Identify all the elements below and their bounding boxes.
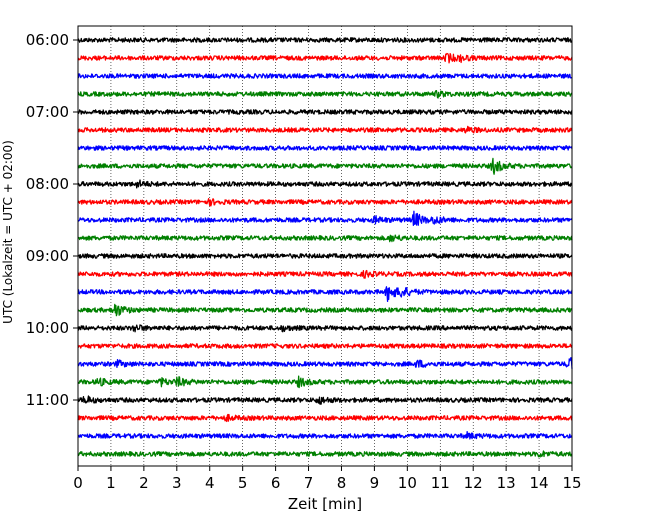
trace-0945 [77,303,573,317]
x-axis-label: Zeit [min] [288,495,362,513]
trace-0615 [77,52,573,64]
trace-0845 [77,234,573,243]
x-tick-label: 13 [497,474,516,492]
trace-0930 [77,286,573,303]
x-tick-label: 0 [73,474,83,492]
x-tick-label: 6 [271,474,281,492]
trace-1000 [77,324,573,333]
y-axis-ticks: 06:00 07:00 08:00 09:00 10:00 11:00 [26,31,78,409]
y-tick-label: 11:00 [26,391,69,409]
y-tick-label: 09:00 [26,247,69,265]
trace-1145 [77,450,573,458]
x-tick-label: 14 [530,474,549,492]
x-tick-label: 5 [238,474,248,492]
trace-1015 [77,343,573,349]
trace-1130 [77,430,573,440]
y-tick-label: 08:00 [26,175,69,193]
trace-0645 [77,89,573,99]
trace-group [77,37,573,458]
trace-0915 [77,269,573,279]
trace-0900 [77,253,573,259]
y-tick-label: 06:00 [26,31,69,49]
vertical-grid [110,26,540,466]
x-tick-label: 9 [370,474,380,492]
trace-0730 [77,145,573,151]
trace-1115 [77,413,573,423]
x-tick-label: 1 [106,474,116,492]
trace-0700 [77,109,573,115]
y-tick-label: 10:00 [26,319,69,337]
y-tick-label: 07:00 [26,103,69,121]
x-tick-label: 15 [562,474,581,492]
x-tick-label: 3 [172,474,182,492]
trace-1100 [77,395,573,405]
x-axis-ticks: 0 1 2 3 4 5 6 7 8 9 10 11 12 13 14 15 [73,466,582,492]
trace-0815 [77,198,573,207]
trace-0745 [77,157,573,175]
plot-frame [77,25,573,467]
x-tick-label: 12 [464,474,483,492]
trace-0630 [77,73,573,79]
x-tick-label: 10 [398,474,417,492]
y-axis-label: UTC (Lokalzeit = UTC + 02:00) [1,140,15,324]
trace-1030 [77,357,573,369]
trace-1045 [77,375,573,389]
x-tick-label: 4 [205,474,215,492]
x-tick-label: 8 [337,474,347,492]
x-tick-label: 11 [431,474,450,492]
trace-0600 [77,37,573,43]
trace-0800 [77,179,573,189]
trace-0830 [77,210,573,226]
trace-0715 [77,125,573,134]
x-tick-label: 7 [304,474,314,492]
x-tick-label: 2 [139,474,149,492]
